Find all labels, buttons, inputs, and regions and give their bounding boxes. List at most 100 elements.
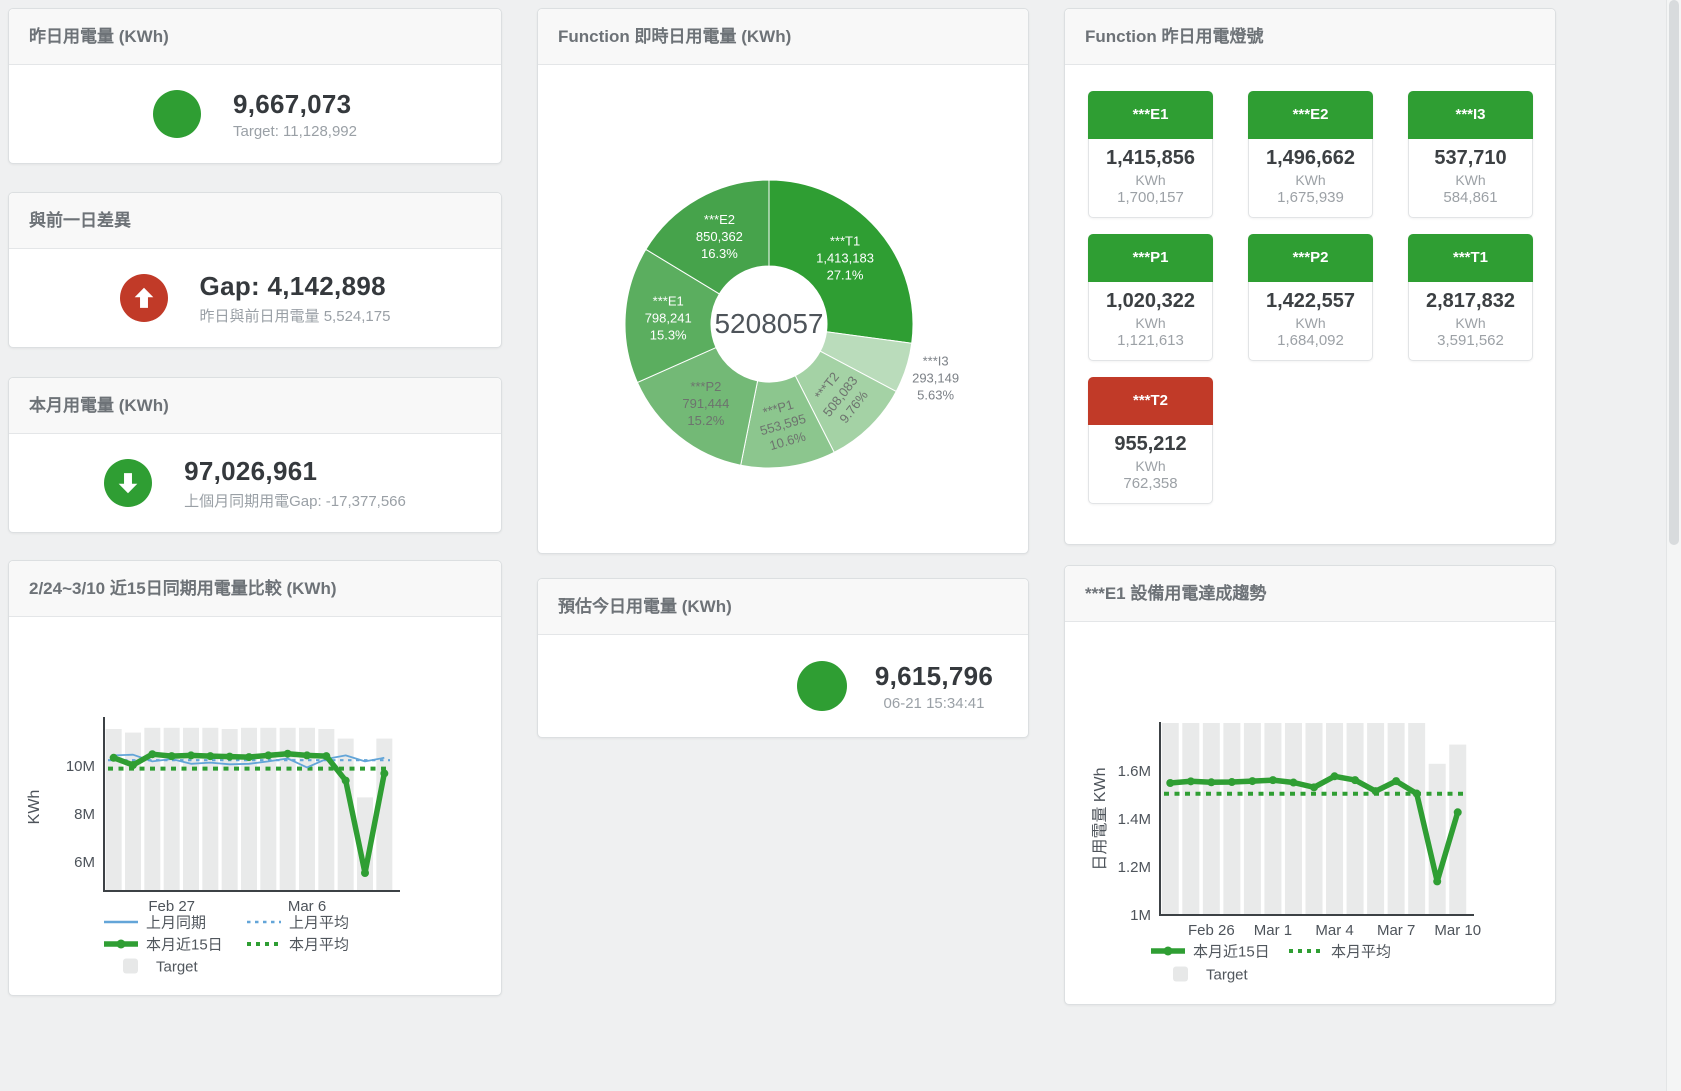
- forecast-today-title: 預估今日用電量 (KWh): [538, 579, 1028, 635]
- this-month-point: [264, 751, 273, 760]
- last-month-line: [113, 753, 385, 769]
- donut-slice-p2[interactable]: [636, 346, 759, 466]
- legend-label: Target: [1206, 967, 1249, 984]
- card-day-gap: 與前一日差異 Gap: 4,142,898 昨日與前日用電量 5,524,175: [8, 192, 502, 348]
- this-month-point: [109, 753, 118, 762]
- light-tile-t2[interactable]: ***T2 955,212 KWh 762,358: [1088, 377, 1213, 504]
- legend-item-3[interactable]: Target: [1173, 966, 1249, 984]
- donut-slice-t1[interactable]: [768, 179, 914, 344]
- target-bar: [376, 738, 393, 891]
- target-bar: [144, 727, 161, 891]
- legend-item-5[interactable]: Target: [123, 958, 199, 976]
- target-bar: [279, 727, 296, 891]
- light-tile-i3[interactable]: ***I3 537,710 KWh 584,861: [1408, 91, 1533, 218]
- light-tile-label: ***E2: [1248, 91, 1373, 139]
- donut-slice-label: ***E1 798,241 15.3%: [645, 294, 692, 343]
- this-month-point: [303, 751, 311, 760]
- light-tile-unit: KWh: [1455, 315, 1486, 331]
- this-month-point: [1412, 789, 1421, 798]
- light-tile-label: ***T1: [1408, 234, 1533, 282]
- light-tile-value: 955,212: [1114, 433, 1187, 455]
- legend-item-3[interactable]: 本月近15日: [104, 937, 223, 954]
- day-gap-sub: 昨日與前日用電量 5,524,175: [199, 307, 391, 325]
- legend-label: 本月平均: [289, 937, 349, 954]
- x-tick-label: Feb 27: [148, 898, 195, 915]
- light-tile-body: 1,415,856 KWh 1,700,157: [1088, 139, 1213, 218]
- this-month-point: [167, 752, 176, 761]
- target-bar: [241, 727, 257, 891]
- y-axis-title: 日用電量 KWh: [1092, 767, 1109, 870]
- donut-slice-e1[interactable]: [624, 248, 721, 384]
- legend-square-swatch-icon: [123, 958, 138, 974]
- light-tile-label: ***E1: [1088, 91, 1213, 139]
- donut-slice-e2[interactable]: [645, 179, 770, 295]
- light-tile-t1[interactable]: ***T1 2,817,832 KWh 3,591,562: [1408, 234, 1533, 361]
- scrollbar-thumb[interactable]: [1669, 0, 1679, 545]
- light-tile-target: 1,121,613: [1117, 332, 1184, 349]
- realtime-donut-title: Function 即時日用電量 (KWh): [538, 9, 1028, 65]
- donut-slice-label: ***E2 850,362 16.3%: [696, 212, 743, 261]
- this-month-point: [380, 769, 389, 778]
- light-tile-body: 1,496,662 KWh 1,675,939: [1248, 139, 1373, 218]
- light-tile-p1[interactable]: ***P1 1,020,322 KWh 1,121,613: [1088, 234, 1213, 361]
- x-tick-label: Mar 1: [1254, 922, 1292, 939]
- forecast-timestamp: 06-21 15:34:41: [883, 694, 985, 712]
- status-lights-title: Function 昨日用電燈號: [1065, 9, 1555, 65]
- month-usage-kpi: 97,026,961 上個月同期用電Gap: -17,377,566: [9, 434, 501, 532]
- light-tile-body: 955,212 KWh 762,358: [1088, 425, 1213, 504]
- y-tick-label: 6M: [74, 854, 95, 871]
- light-tile-p2[interactable]: ***P2 1,422,557 KWh 1,684,092: [1248, 234, 1373, 361]
- green-status-circle-icon: [153, 90, 201, 138]
- light-tile-unit: KWh: [1135, 315, 1166, 331]
- light-tile-target: 1,700,157: [1117, 189, 1184, 206]
- forecast-kpi: 9,615,796 06-21 15:34:41: [650, 635, 1140, 737]
- light-tile-value: 2,817,832: [1426, 290, 1515, 312]
- light-tile-target: 1,675,939: [1277, 189, 1344, 206]
- y-tick-label: 1.4M: [1118, 811, 1151, 828]
- light-tile-value: 1,496,662: [1266, 147, 1355, 169]
- target-bar: [1428, 763, 1446, 915]
- legend-dot-icon: [1163, 946, 1173, 956]
- light-tile-e1[interactable]: ***E1 1,415,856 KWh 1,700,157: [1088, 91, 1213, 218]
- light-tile-label: ***T2: [1088, 377, 1213, 425]
- legend-label: 本月平均: [1331, 944, 1391, 961]
- legend-label: 本月近15日: [1193, 944, 1270, 961]
- this-month-point: [322, 752, 331, 761]
- forecast-value: 9,615,796: [874, 660, 994, 691]
- this-month-point: [225, 752, 234, 761]
- light-tile-label: ***I3: [1408, 91, 1533, 139]
- light-tile-unit: KWh: [1135, 458, 1166, 474]
- yesterday-usage-title: 昨日用電量 (KWh): [9, 9, 501, 65]
- target-bar: [1284, 723, 1302, 915]
- scrollbar-track[interactable]: [1666, 0, 1681, 1091]
- compare-chart-title: 2/24~3/10 近15日同期用電量比較 (KWh): [9, 561, 501, 617]
- legend-item-1[interactable]: 上月同期: [104, 915, 206, 932]
- light-tile-value: 1,020,322: [1106, 290, 1195, 312]
- status-lights-grid: ***E1 1,415,856 KWh 1,700,157 ***E2 1,496,662…: [1065, 65, 1555, 504]
- light-tile-label: ***P2: [1248, 234, 1373, 282]
- y-tick-label: 10M: [66, 758, 95, 775]
- this-month-point: [245, 753, 253, 762]
- legend-item-2[interactable]: 本月平均: [1289, 944, 1391, 961]
- x-tick-label: Mar 10: [1434, 922, 1481, 939]
- legend-item-2[interactable]: 上月平均: [247, 915, 349, 932]
- day-gap-title: 與前一日差異: [9, 193, 501, 249]
- target-bar: [1243, 723, 1261, 915]
- light-tile-e2[interactable]: ***E2 1,496,662 KWh 1,675,939: [1248, 91, 1373, 218]
- month-usage-title: 本月用電量 (KWh): [9, 378, 501, 434]
- this-month-point: [1186, 777, 1195, 786]
- light-tile-unit: KWh: [1295, 315, 1326, 331]
- e1-trend-title: ***E1 設備用電達成趨勢: [1065, 566, 1555, 622]
- card-month-usage: 本月用電量 (KWh) 97,026,961 上個月同期用電Gap: -17,3…: [8, 377, 502, 533]
- red-up-arrow-icon: [119, 274, 168, 322]
- donut-slice-label: ***P2 791,444 15.2%: [682, 379, 729, 428]
- this-month-point: [1207, 778, 1216, 787]
- legend-item-1[interactable]: 本月近15日: [1151, 944, 1270, 961]
- legend-item-4[interactable]: 本月平均: [247, 937, 349, 954]
- light-tile-unit: KWh: [1135, 172, 1166, 188]
- month-usage-sub: 上個月同期用電Gap: -17,377,566: [184, 492, 406, 510]
- light-tile-label: ***P1: [1088, 234, 1213, 282]
- card-yesterday-usage: 昨日用電量 (KWh) 9,667,073 Target: 11,128,992: [8, 8, 502, 164]
- target-bar: [1408, 723, 1426, 915]
- this-month-point: [187, 751, 195, 760]
